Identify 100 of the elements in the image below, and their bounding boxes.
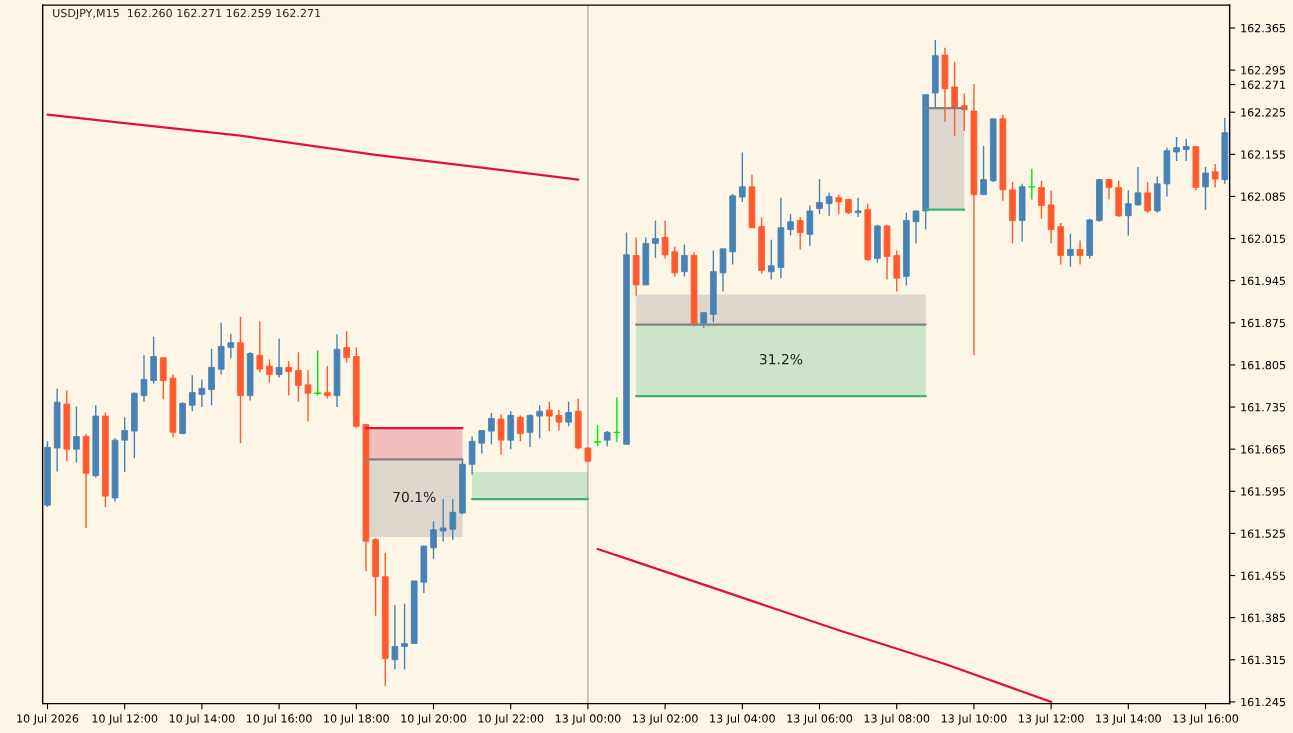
text: 70.1% — [393, 491, 436, 503]
y-tick-label: 162.225 — [1241, 108, 1286, 117]
y-tick-label: 161.385 — [1241, 613, 1286, 623]
y-tick-label: 161.595 — [1241, 487, 1286, 496]
candlestick — [671, 245, 679, 278]
candlestick — [1211, 163, 1219, 189]
x-tick-label: 10 Jul 22:00 — [478, 714, 544, 725]
y-tick-label: 162.271 — [1241, 80, 1285, 89]
line-series — [596, 547, 1053, 703]
candlestick — [478, 429, 486, 455]
candlestick — [324, 365, 331, 400]
candlestick — [73, 405, 80, 464]
candlestick — [1067, 233, 1074, 268]
x-tick-label: 10 Jul 16:00 — [247, 714, 312, 725]
candlestick — [430, 520, 437, 560]
candlestick — [159, 357, 167, 400]
candlestick — [661, 219, 669, 260]
y-tick-label: 162.365 — [1241, 23, 1286, 33]
candlestick — [1202, 166, 1209, 211]
y-tick-label: 162.015 — [1241, 234, 1286, 243]
candlestick — [121, 416, 129, 473]
candlestick — [1182, 138, 1190, 162]
candlestick — [980, 145, 987, 196]
x-tick-label: 13 Jul 02:00 — [633, 714, 698, 725]
candlestick — [439, 498, 447, 543]
candlestick — [796, 216, 804, 251]
candlestick — [266, 358, 273, 384]
candlestick — [343, 330, 350, 364]
x-tick-label: 10 Jul 2026 — [17, 714, 79, 725]
candlestick — [681, 243, 688, 278]
candlestick — [488, 412, 495, 446]
y-tick-label: 162.155 — [1241, 150, 1286, 159]
x-tick-label: 13 Jul 14:00 — [1096, 714, 1161, 725]
candlestick — [449, 498, 457, 541]
candlestick — [738, 151, 746, 203]
line-series — [46, 113, 580, 181]
candlestick — [912, 210, 920, 245]
candlestick — [497, 413, 505, 456]
candlestick — [825, 192, 833, 217]
candlestick — [295, 351, 302, 403]
candlestick — [1134, 166, 1142, 207]
x-tick-label: 13 Jul 16:00 — [1173, 714, 1239, 725]
candlestick — [1144, 181, 1151, 214]
y-tick-label: 161.945 — [1241, 276, 1286, 286]
y-tick-label: 161.245 — [1241, 697, 1286, 707]
x-tick-label: 13 Jul 10:00 — [941, 714, 1007, 725]
x-tick-label: 13 Jul 08:00 — [864, 714, 930, 725]
candlestick — [391, 604, 399, 671]
candlestick — [536, 404, 543, 440]
candlestick — [1076, 239, 1084, 266]
candlestick — [217, 322, 225, 376]
x-tick-label: 13 Jul 12:00 — [1019, 714, 1084, 725]
candlestick — [1038, 180, 1045, 220]
y-tick-label: 161.875 — [1241, 318, 1286, 328]
x-tick-label: 10 Jul 20:00 — [401, 714, 467, 725]
x-tick-label: 13 Jul 06:00 — [787, 714, 853, 725]
x-tick-label: 13 Jul 04:00 — [710, 714, 775, 725]
candlestick — [517, 414, 524, 443]
candlestick — [1173, 136, 1180, 162]
x-tick-label: 10 Jul 12:00 — [92, 714, 158, 725]
candlestick — [893, 249, 901, 293]
chart-title: USDJPY,M15 162.260 162.271 162.259 162.271 — [53, 8, 321, 20]
candlestick — [652, 219, 659, 259]
candlestick — [304, 369, 312, 423]
y-tick-label: 161.455 — [1241, 571, 1286, 580]
candlestick — [256, 320, 264, 373]
candlestick — [285, 360, 293, 397]
candlestick — [468, 435, 476, 476]
y-tick-label: 161.735 — [1241, 403, 1286, 412]
candlestick — [140, 354, 148, 403]
candlestick — [1125, 189, 1132, 237]
x-tick-label: 13 Jul 00:00 — [555, 714, 621, 725]
candlestick — [555, 409, 563, 432]
candlestick — [275, 337, 283, 379]
candlestick — [545, 400, 553, 432]
candlestick — [787, 213, 794, 237]
y-tick-label: 162.295 — [1241, 66, 1286, 75]
candlestick — [208, 347, 215, 406]
x-tick-label: 10 Jul 18:00 — [324, 714, 389, 725]
candlestick — [767, 239, 775, 281]
candlestick — [1028, 168, 1036, 201]
candlestick — [593, 424, 602, 447]
y-tick-label: 161.665 — [1241, 445, 1286, 454]
candlestick — [951, 60, 958, 137]
candlestick — [526, 413, 534, 449]
candlestick — [854, 196, 862, 218]
candlestick — [401, 603, 408, 671]
candlestick — [565, 400, 572, 428]
y-tick-label: 162.085 — [1241, 192, 1286, 201]
y-tick-label: 161.315 — [1241, 655, 1286, 665]
y-tick-label: 161.525 — [1241, 529, 1286, 538]
candlestick — [198, 378, 206, 408]
x-tick-label: 10 Jul 14:00 — [169, 714, 235, 725]
candlestick — [806, 204, 814, 247]
candlestick — [835, 193, 843, 215]
text: 31.2% — [759, 353, 803, 365]
candlestick — [227, 332, 235, 360]
candlestick — [1105, 178, 1113, 201]
candlestick — [816, 178, 823, 215]
y-tick-label: 161.805 — [1241, 360, 1286, 370]
